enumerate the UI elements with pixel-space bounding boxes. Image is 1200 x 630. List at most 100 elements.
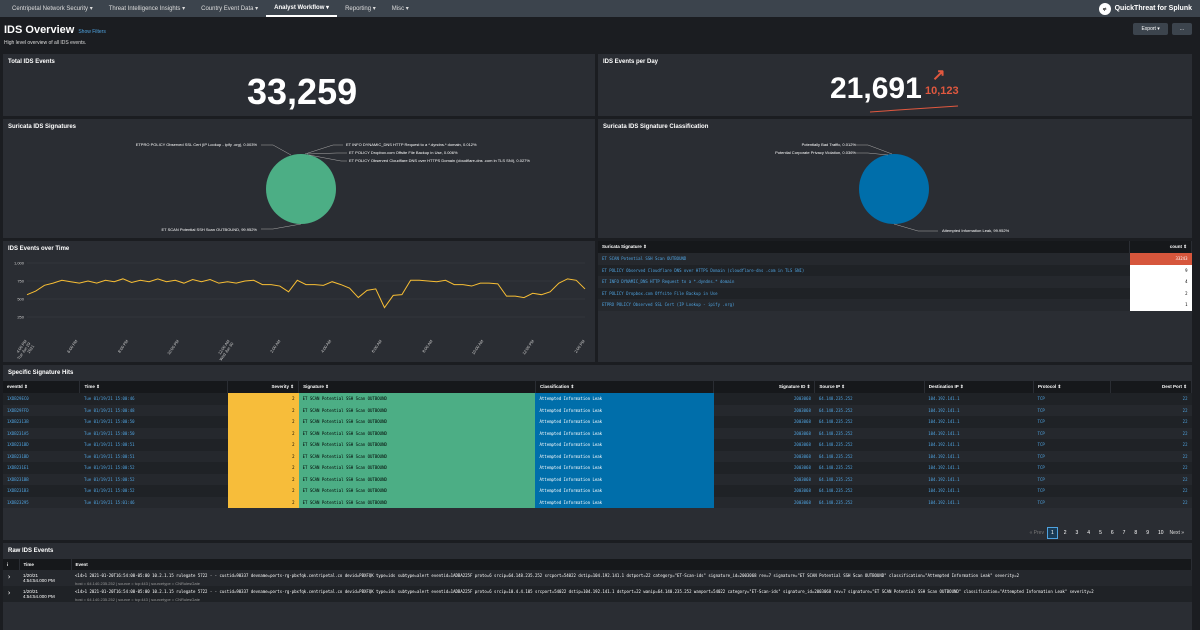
signature-link[interactable]: ET POLICY Dropbox.com Offsite File Backu… xyxy=(602,290,718,296)
cell[interactable]: Tue 01/19/21 15:00:52 xyxy=(83,488,135,494)
cell[interactable]: 22 xyxy=(1182,419,1188,425)
cell[interactable]: Tue 01/19/21 15:00:51 xyxy=(83,442,135,448)
cell[interactable]: 1XDB231BB xyxy=(7,476,29,482)
cell[interactable]: TCP xyxy=(1037,499,1045,505)
cell[interactable]: TCP xyxy=(1037,465,1045,471)
cell[interactable]: 2003068 xyxy=(794,465,811,471)
cell[interactable]: 2003068 xyxy=(794,419,811,425)
cell[interactable]: 64.148.235.252 xyxy=(818,488,853,494)
cell[interactable]: TCP xyxy=(1037,396,1045,402)
nav-item[interactable]: Centripetal Network Security ▾ xyxy=(12,6,93,12)
cell[interactable]: 64.148.235.252 xyxy=(818,430,853,436)
page-button[interactable]: 4 xyxy=(1087,530,1091,536)
signature-link[interactable]: ET SCAN Potential SSH Scan OUTBOUND xyxy=(602,256,687,262)
page-button[interactable]: 9 xyxy=(1146,530,1149,536)
cell[interactable]: 22 xyxy=(1182,396,1188,402)
cell[interactable]: 104.192.141.1 xyxy=(928,488,960,494)
signature-link[interactable]: ET POLICY Observed Cloudflare DNS over H… xyxy=(602,267,805,273)
col-suricata-signature[interactable]: Suricata Signature ⇕ xyxy=(598,241,1130,253)
cell[interactable]: 2003068 xyxy=(794,407,811,413)
cell[interactable]: 104.192.141.1 xyxy=(928,430,960,436)
table-row[interactable]: ET SCAN Potential SSH Scan OUTBOUND 33243 xyxy=(598,253,1192,265)
table-row[interactable]: 1XDB29EC0 Tue 01/19/21 15:00:46 2 ET SCAN P… xyxy=(3,393,1192,405)
cell[interactable]: 64.148.235.252 xyxy=(818,442,853,448)
col-header[interactable]: Source IP ⇕ xyxy=(814,381,925,393)
cell[interactable]: 1XDB231BD xyxy=(7,442,29,448)
cell[interactable]: 64.148.235.252 xyxy=(818,407,853,413)
cell[interactable]: 22 xyxy=(1182,488,1188,494)
page-button[interactable]: 8 xyxy=(1134,530,1138,536)
cell[interactable]: TCP xyxy=(1037,419,1045,425)
cell[interactable]: 2003068 xyxy=(794,442,811,448)
cell[interactable]: 64.148.235.252 xyxy=(818,499,853,505)
table-row[interactable]: 1XDB23295 Tue 01/19/21 15:01:46 2 ET SCAN P… xyxy=(3,496,1192,508)
table-row[interactable]: 1XDB231BB Tue 01/19/21 15:00:52 2 ET SCAN P… xyxy=(3,473,1192,485)
col-header[interactable]: Time ⇕ xyxy=(79,381,229,393)
table-row[interactable]: 1XDB231BD Tue 01/19/21 15:00:51 2 ET SCAN P… xyxy=(3,450,1192,462)
cell[interactable]: 104.192.141.1 xyxy=(928,419,960,425)
table-row[interactable]: 1XDB2313B Tue 01/19/21 15:00:50 2 ET SCAN P… xyxy=(3,416,1192,428)
nav-item[interactable]: Country Event Data ▾ xyxy=(201,6,259,12)
cell[interactable]: 104.192.141.1 xyxy=(928,465,960,471)
cell[interactable]: TCP xyxy=(1037,407,1045,413)
cell[interactable]: 22 xyxy=(1182,499,1188,505)
cell[interactable]: 22 xyxy=(1182,476,1188,482)
cell[interactable]: 64.148.235.252 xyxy=(818,453,853,459)
series-line[interactable] xyxy=(26,278,586,309)
cell[interactable]: 104.192.141.1 xyxy=(928,499,960,505)
more-actions-button[interactable]: ... xyxy=(1171,23,1192,35)
cell[interactable]: 64.148.235.252 xyxy=(818,465,853,471)
cell[interactable]: 22 xyxy=(1182,430,1188,436)
cell[interactable]: 1XDB231B3 xyxy=(7,488,29,494)
cell[interactable]: TCP xyxy=(1037,430,1045,436)
cell[interactable]: Tue 01/19/21 15:00:52 xyxy=(83,465,135,471)
next-page-button[interactable]: Next » xyxy=(1169,530,1184,536)
page-button[interactable]: 6 xyxy=(1110,530,1114,536)
table-row[interactable]: 1XDB231B3 Tue 01/19/21 15:00:52 2 ET SCAN P… xyxy=(3,485,1192,497)
col-count[interactable]: count ⇕ xyxy=(1129,241,1192,253)
cell[interactable]: 2003068 xyxy=(794,488,811,494)
cell[interactable]: 64.148.235.252 xyxy=(818,396,853,402)
expand-chevron-icon[interactable]: › xyxy=(7,589,12,597)
table-row[interactable]: ET POLICY Observed Cloudflare DNS over H… xyxy=(598,264,1192,276)
table-row[interactable]: 1XDB231BD Tue 01/19/21 15:00:51 2 ET SCAN P… xyxy=(3,439,1192,451)
col-header[interactable]: Protocol ⇕ xyxy=(1033,381,1111,393)
signature-link[interactable]: ET INFO DYNAMIC_DNS HTTP Request to a *.… xyxy=(602,279,735,285)
cell[interactable]: 64.148.235.252 xyxy=(818,419,853,425)
cell[interactable]: 2003068 xyxy=(794,476,811,482)
cell[interactable]: TCP xyxy=(1037,476,1045,482)
cell[interactable]: TCP xyxy=(1037,488,1045,494)
nav-item[interactable]: Reporting ▾ xyxy=(345,6,376,12)
nav-item[interactable]: Threat Intelligence Insights ▾ xyxy=(108,6,186,12)
table-row[interactable]: ET INFO DYNAMIC_DNS HTTP Request to a *.… xyxy=(598,276,1192,288)
col-header[interactable]: eventId ⇕ xyxy=(3,381,81,393)
page-button[interactable]: 1 xyxy=(1046,527,1058,539)
cell[interactable]: 22 xyxy=(1182,453,1188,459)
cell[interactable]: Tue 01/19/21 15:00:50 xyxy=(83,419,135,425)
cell[interactable]: Tue 01/19/21 15:01:46 xyxy=(83,499,135,505)
table-row[interactable]: ET POLICY Dropbox.com Offsite File Backu… xyxy=(598,287,1192,299)
cell[interactable]: TCP xyxy=(1037,453,1045,459)
cell[interactable]: 104.192.141.1 xyxy=(928,476,960,482)
prev-page-button[interactable]: « Prev xyxy=(1029,530,1044,536)
cell[interactable]: 22 xyxy=(1182,407,1188,413)
cell[interactable]: TCP xyxy=(1037,442,1045,448)
col-header[interactable]: Destination IP ⇕ xyxy=(924,381,1035,393)
cell[interactable]: Tue 01/19/21 15:00:46 xyxy=(83,396,135,402)
col-header[interactable]: Signature ⇕ xyxy=(298,381,536,393)
list-item[interactable]: › 1/20/21 4:54:54.000 PM <14>1 2021-01-20T1… xyxy=(3,586,1192,602)
table-row[interactable]: 1XDB29FFD Tue 01/19/21 15:00:48 2 ET SCAN P… xyxy=(3,404,1192,416)
cell[interactable]: 104.192.141.1 xyxy=(928,442,960,448)
cell[interactable]: 104.192.141.1 xyxy=(928,407,960,413)
cell[interactable]: Tue 01/19/21 15:00:50 xyxy=(83,430,135,436)
page-button[interactable]: 5 xyxy=(1099,530,1102,536)
table-row[interactable]: 1XDB231E1 Tue 01/19/21 15:00:52 2 ET SCAN P… xyxy=(3,462,1192,474)
page-button[interactable]: 2 xyxy=(1063,530,1067,536)
cell[interactable]: 2003068 xyxy=(794,396,811,402)
col-header[interactable]: Classification ⇕ xyxy=(535,381,715,393)
cell[interactable]: 1XDB29FFD xyxy=(7,407,29,413)
export-button[interactable]: Export ▾ xyxy=(1133,23,1168,35)
cell[interactable]: 1XDB2313B xyxy=(7,419,29,425)
col-header[interactable]: Severity ⇕ xyxy=(227,381,300,393)
cell[interactable]: 2003068 xyxy=(794,499,811,505)
